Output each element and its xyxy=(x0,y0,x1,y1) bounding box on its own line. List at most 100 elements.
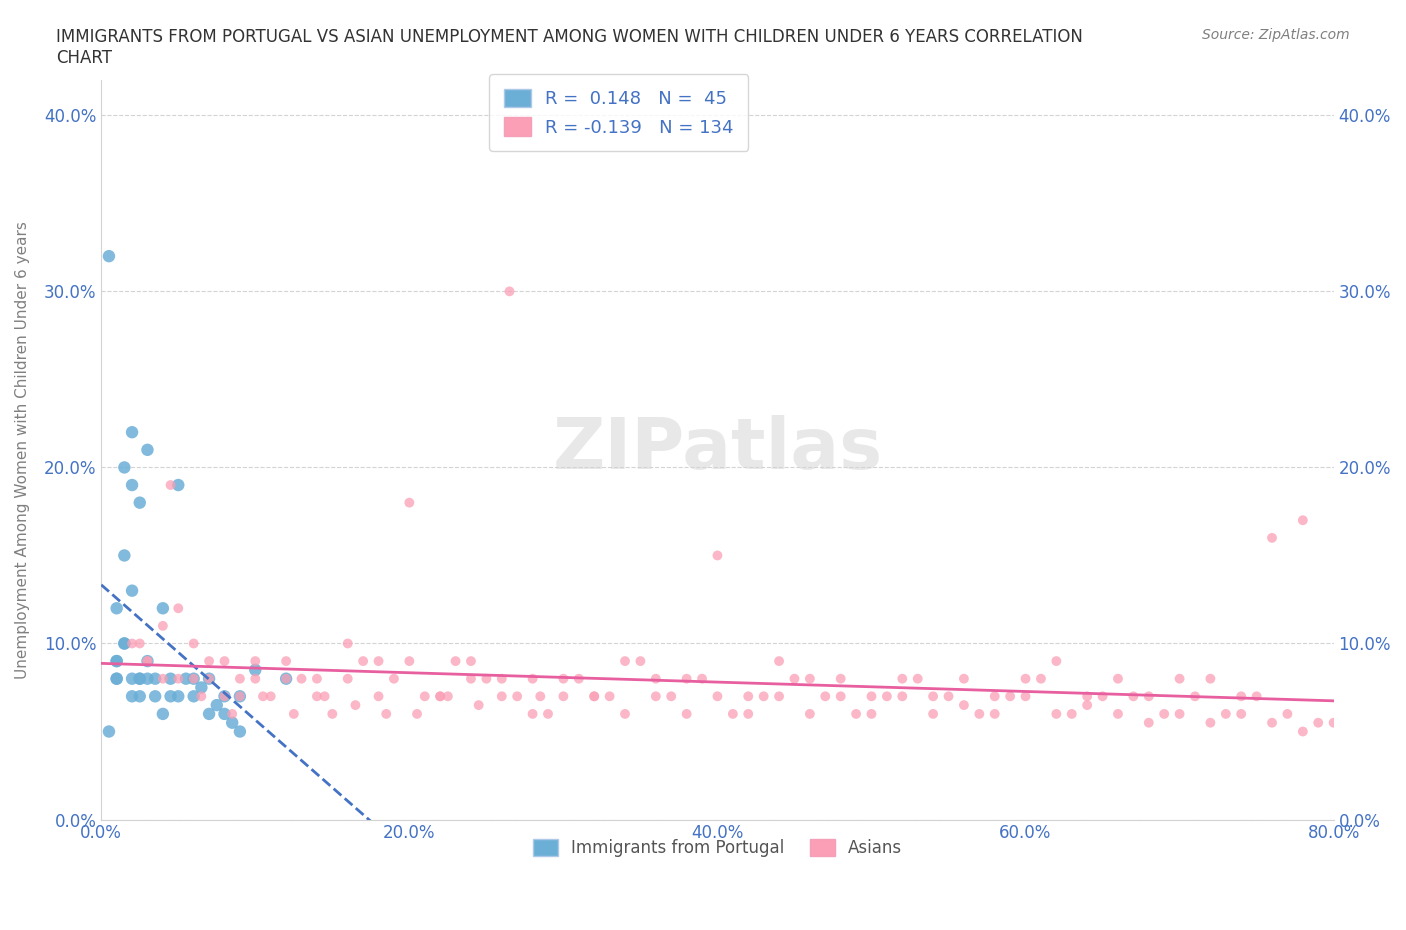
Point xyxy=(105,671,128,686)
Point xyxy=(1246,689,1268,704)
Point xyxy=(1060,707,1083,722)
Point xyxy=(367,654,389,669)
Point xyxy=(522,707,544,722)
Point xyxy=(969,707,991,722)
Point xyxy=(198,654,221,669)
Point xyxy=(467,698,489,712)
Point xyxy=(768,654,790,669)
Point xyxy=(128,689,150,704)
Point xyxy=(305,671,328,686)
Point xyxy=(1292,724,1315,739)
Point xyxy=(382,671,405,686)
Point xyxy=(136,671,159,686)
Point xyxy=(1230,689,1253,704)
Point xyxy=(159,671,181,686)
Point xyxy=(121,425,143,440)
Point xyxy=(205,698,228,712)
Point xyxy=(352,654,374,669)
Point xyxy=(553,671,575,686)
Point xyxy=(614,707,637,722)
Point xyxy=(105,654,128,669)
Point xyxy=(183,671,205,686)
Point xyxy=(112,460,135,475)
Point xyxy=(553,689,575,704)
Point xyxy=(1137,715,1160,730)
Point xyxy=(721,707,744,722)
Point xyxy=(128,495,150,510)
Point xyxy=(112,548,135,563)
Point xyxy=(112,636,135,651)
Point xyxy=(768,689,790,704)
Point xyxy=(444,654,467,669)
Point xyxy=(1107,671,1129,686)
Point xyxy=(799,671,821,686)
Point xyxy=(105,601,128,616)
Point xyxy=(1122,689,1144,704)
Point xyxy=(121,636,143,651)
Point xyxy=(860,689,883,704)
Text: IMMIGRANTS FROM PORTUGAL VS ASIAN UNEMPLOYMENT AMONG WOMEN WITH CHILDREN UNDER 6: IMMIGRANTS FROM PORTUGAL VS ASIAN UNEMPL… xyxy=(56,28,1083,67)
Point xyxy=(97,248,120,263)
Point xyxy=(1261,530,1284,545)
Point xyxy=(1045,654,1067,669)
Point xyxy=(143,671,166,686)
Point xyxy=(690,671,713,686)
Point xyxy=(491,689,513,704)
Point xyxy=(121,478,143,493)
Point xyxy=(274,671,297,686)
Point xyxy=(121,583,143,598)
Point xyxy=(229,689,252,704)
Point xyxy=(221,715,243,730)
Point xyxy=(706,689,728,704)
Point xyxy=(336,636,359,651)
Point xyxy=(506,689,529,704)
Point xyxy=(136,443,159,458)
Point xyxy=(922,707,945,722)
Point xyxy=(143,689,166,704)
Point xyxy=(644,689,666,704)
Point xyxy=(583,689,606,704)
Point xyxy=(375,707,398,722)
Point xyxy=(1308,715,1330,730)
Point xyxy=(112,636,135,651)
Point xyxy=(274,671,297,686)
Point xyxy=(1261,715,1284,730)
Point xyxy=(344,698,367,712)
Point xyxy=(152,671,174,686)
Point xyxy=(1230,707,1253,722)
Point xyxy=(229,671,252,686)
Text: ZIPatlas: ZIPatlas xyxy=(553,416,883,485)
Point xyxy=(876,689,898,704)
Point xyxy=(198,671,221,686)
Point xyxy=(429,689,451,704)
Point xyxy=(429,689,451,704)
Point xyxy=(1277,707,1299,722)
Y-axis label: Unemployment Among Women with Children Under 6 years: Unemployment Among Women with Children U… xyxy=(15,221,30,679)
Point xyxy=(644,671,666,686)
Point xyxy=(128,636,150,651)
Point xyxy=(221,707,243,722)
Point xyxy=(128,671,150,686)
Legend: Immigrants from Portugal, Asians: Immigrants from Portugal, Asians xyxy=(520,826,915,870)
Point xyxy=(1014,689,1036,704)
Point xyxy=(190,680,212,695)
Point xyxy=(398,654,420,669)
Point xyxy=(737,689,759,704)
Point xyxy=(252,689,274,704)
Point xyxy=(437,689,460,704)
Point xyxy=(1045,707,1067,722)
Point xyxy=(214,689,236,704)
Point xyxy=(290,671,312,686)
Point xyxy=(1292,512,1315,527)
Point xyxy=(583,689,606,704)
Point xyxy=(152,601,174,616)
Point xyxy=(460,671,482,686)
Point xyxy=(1199,715,1222,730)
Point xyxy=(891,671,914,686)
Point xyxy=(938,689,960,704)
Point xyxy=(529,689,551,704)
Point xyxy=(314,689,336,704)
Point xyxy=(1076,698,1098,712)
Point xyxy=(121,671,143,686)
Point xyxy=(491,671,513,686)
